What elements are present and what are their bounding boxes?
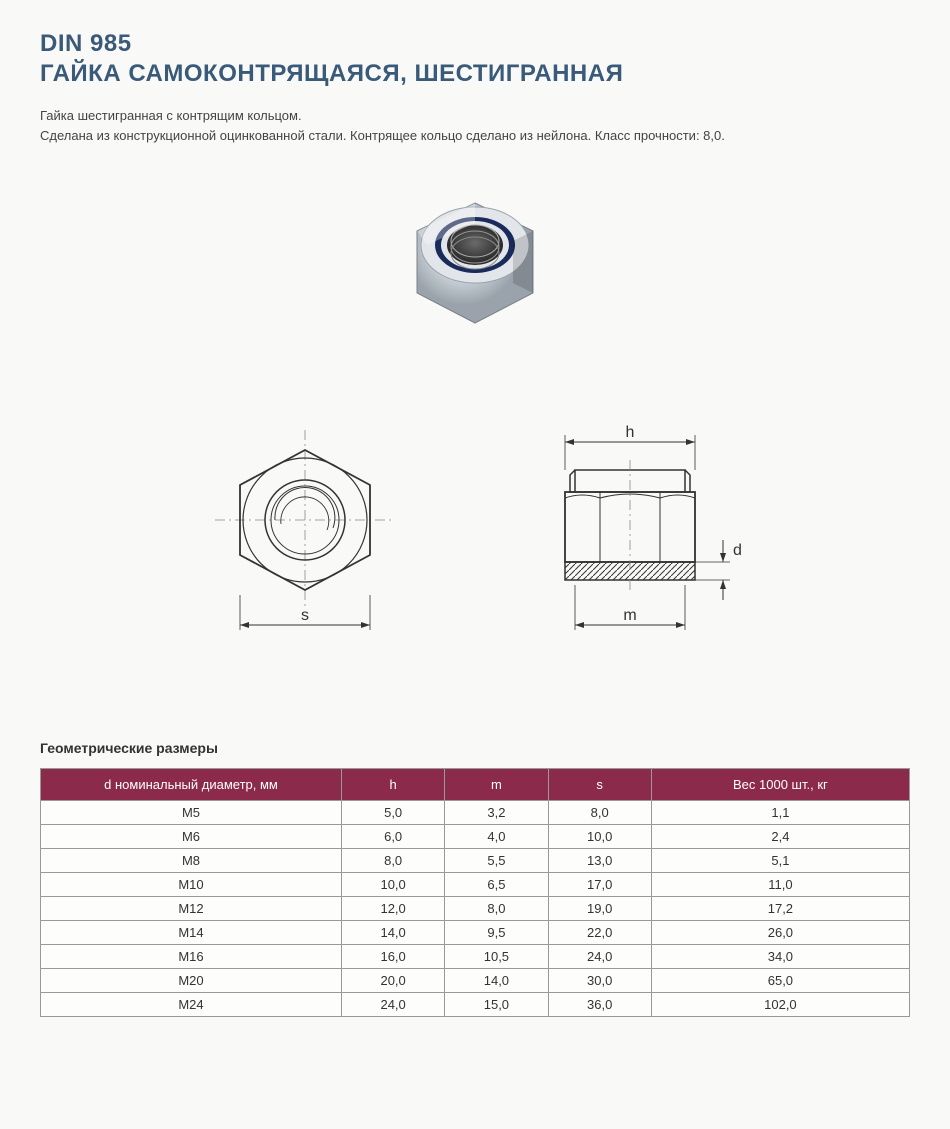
table-cell: 12,0	[342, 897, 445, 921]
table-row: M1010,06,517,011,0	[41, 873, 910, 897]
description-line1: Гайка шестигранная с контрящим кольцом.	[40, 106, 910, 126]
description-line2: Сделана из конструкционной оцинкованной …	[40, 126, 910, 146]
section-title-dimensions: Геометрические размеры	[40, 740, 910, 756]
table-row: M55,03,28,01,1	[41, 801, 910, 825]
table-row: M1212,08,019,017,2	[41, 897, 910, 921]
table-cell: 6,0	[342, 825, 445, 849]
standard-code: DIN 985	[40, 30, 910, 58]
diagram-top-view: s	[195, 420, 415, 660]
table-header-cell: h	[342, 769, 445, 801]
table-cell: 8,0	[342, 849, 445, 873]
table-cell: 5,1	[651, 849, 909, 873]
table-cell: 3,2	[445, 801, 548, 825]
table-header-cell: d номинальный диаметр, мм	[41, 769, 342, 801]
product-description: Гайка шестигранная с контрящим кольцом. …	[40, 106, 910, 145]
table-cell: M12	[41, 897, 342, 921]
table-cell: 10,0	[342, 873, 445, 897]
table-cell: 2,4	[651, 825, 909, 849]
table-cell: 24,0	[548, 945, 651, 969]
dimensions-table: d номинальный диаметр, ммhmsВес 1000 шт.…	[40, 768, 910, 1017]
product-photo	[40, 175, 910, 360]
table-cell: 24,0	[342, 993, 445, 1017]
table-row: M1616,010,524,034,0	[41, 945, 910, 969]
table-header-cell: Вес 1000 шт., кг	[651, 769, 909, 801]
table-cell: 102,0	[651, 993, 909, 1017]
table-cell: M16	[41, 945, 342, 969]
table-cell: 16,0	[342, 945, 445, 969]
table-cell: 9,5	[445, 921, 548, 945]
table-cell: 10,0	[548, 825, 651, 849]
dim-label-d: d	[733, 542, 742, 559]
table-cell: 26,0	[651, 921, 909, 945]
table-cell: 30,0	[548, 969, 651, 993]
table-cell: 5,0	[342, 801, 445, 825]
diagram-side-view: h d	[515, 420, 755, 660]
table-cell: 20,0	[342, 969, 445, 993]
table-header-cell: s	[548, 769, 651, 801]
table-cell: M10	[41, 873, 342, 897]
table-row: M1414,09,522,026,0	[41, 921, 910, 945]
dim-label-h: h	[626, 424, 635, 441]
table-cell: 1,1	[651, 801, 909, 825]
table-cell: 14,0	[445, 969, 548, 993]
dim-label-m: m	[623, 607, 636, 624]
technical-diagrams: s h	[40, 400, 910, 680]
table-cell: 4,0	[445, 825, 548, 849]
table-cell: M20	[41, 969, 342, 993]
table-cell: 10,5	[445, 945, 548, 969]
table-cell: 36,0	[548, 993, 651, 1017]
table-cell: M8	[41, 849, 342, 873]
table-cell: M5	[41, 801, 342, 825]
table-cell: 5,5	[445, 849, 548, 873]
table-cell: 22,0	[548, 921, 651, 945]
table-cell: 6,5	[445, 873, 548, 897]
table-cell: 15,0	[445, 993, 548, 1017]
table-row: M66,04,010,02,4	[41, 825, 910, 849]
table-cell: 11,0	[651, 873, 909, 897]
table-cell: M6	[41, 825, 342, 849]
table-cell: 17,0	[548, 873, 651, 897]
dim-label-s: s	[301, 607, 309, 624]
table-row: M88,05,513,05,1	[41, 849, 910, 873]
product-name: ГАЙКА САМОКОНТРЯЩАЯСЯ, ШЕСТИГРАННАЯ	[40, 60, 910, 88]
table-cell: 34,0	[651, 945, 909, 969]
table-cell: M24	[41, 993, 342, 1017]
table-cell: 8,0	[548, 801, 651, 825]
table-cell: 14,0	[342, 921, 445, 945]
table-cell: M14	[41, 921, 342, 945]
table-row: M2020,014,030,065,0	[41, 969, 910, 993]
table-row: M2424,015,036,0102,0	[41, 993, 910, 1017]
table-header-cell: m	[445, 769, 548, 801]
table-cell: 19,0	[548, 897, 651, 921]
table-cell: 65,0	[651, 969, 909, 993]
table-cell: 13,0	[548, 849, 651, 873]
table-cell: 8,0	[445, 897, 548, 921]
table-cell: 17,2	[651, 897, 909, 921]
